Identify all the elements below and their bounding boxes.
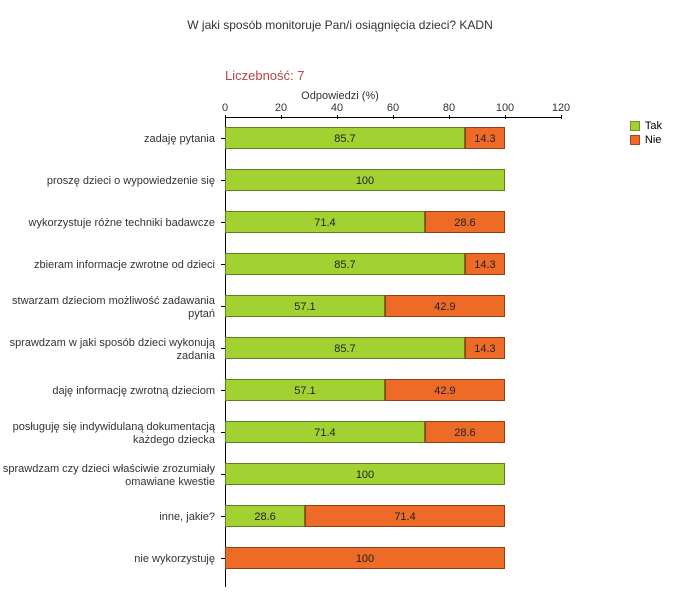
chart-subtitle: Liczebność: 7 xyxy=(225,68,305,83)
bar-value-label: 42.9 xyxy=(386,380,504,402)
bar-value-label: 28.6 xyxy=(426,212,504,234)
x-tick-label: 120 xyxy=(552,102,570,114)
x-axis: 0 20 40 60 80 100 120 xyxy=(225,102,589,115)
y-axis-label: sprawdzam czy dzieci właściwie zrozumiał… xyxy=(0,463,220,489)
bar-value-label: 14.3 xyxy=(466,254,504,276)
bar-value-label: 85.7 xyxy=(226,338,464,360)
bar-value-label: 57.1 xyxy=(226,296,384,318)
bar-segment-no: 14.3 xyxy=(465,253,505,275)
legend-label: Tak xyxy=(645,120,662,132)
legend-swatch xyxy=(630,135,640,145)
x-tick-label: 80 xyxy=(443,102,455,114)
y-axis-label: inne, jakie? xyxy=(0,505,220,531)
bar-value-label: 14.3 xyxy=(466,128,504,150)
bar-segment-no: 71.4 xyxy=(305,505,505,527)
chart-title: W jaki sposób monitoruje Pan/i osiągnięc… xyxy=(0,18,680,32)
bar-segment-no: 28.6 xyxy=(425,421,505,443)
bar-value-label: 100 xyxy=(226,464,504,486)
legend: Tak Nie xyxy=(630,120,662,148)
bar-segment-no: 28.6 xyxy=(425,211,505,233)
bar-value-label: 85.7 xyxy=(226,128,464,150)
bar-segment-no: 100 xyxy=(225,547,505,569)
bar-segment-yes: 57.1 xyxy=(225,295,385,317)
bar-segment-yes: 85.7 xyxy=(225,127,465,149)
bar-value-label: 100 xyxy=(226,170,504,192)
bar-segment-yes: 71.4 xyxy=(225,211,425,233)
bar-segment-yes: 100 xyxy=(225,463,505,485)
y-axis-label: nie wykorzystuję xyxy=(0,547,220,573)
bar-segment-yes: 57.1 xyxy=(225,379,385,401)
y-axis-label: wykorzystuje różne techniki badawcze xyxy=(0,211,220,237)
y-axis-label: daję informację zwrotną dzieciom xyxy=(0,379,220,405)
y-axis-label: posługuję się indywidulaną dokumentacją … xyxy=(0,421,220,447)
x-tick-label: 40 xyxy=(331,102,343,114)
legend-item: Tak xyxy=(630,120,662,132)
y-axis-label: proszę dzieci o wypowiedzenie się xyxy=(0,169,220,195)
x-tick-label: 100 xyxy=(496,102,514,114)
bar-value-label: 85.7 xyxy=(226,254,464,276)
bar-segment-no: 14.3 xyxy=(465,127,505,149)
x-tickmark xyxy=(561,115,562,119)
bar-segment-no: 42.9 xyxy=(385,295,505,317)
x-tick-label: 0 xyxy=(222,102,228,114)
chart-container: W jaki sposób monitoruje Pan/i osiągnięc… xyxy=(0,0,680,600)
bar-segment-yes: 85.7 xyxy=(225,253,465,275)
y-axis-label: stwarzam dzieciom możliwość zadawania py… xyxy=(0,295,220,321)
bar-segment-yes: 28.6 xyxy=(225,505,305,527)
bar-value-label: 28.6 xyxy=(226,506,304,528)
bar-value-label: 71.4 xyxy=(306,506,504,528)
bar-value-label: 57.1 xyxy=(226,380,384,402)
bar-value-label: 42.9 xyxy=(386,296,504,318)
bar-value-label: 71.4 xyxy=(226,212,424,234)
y-axis-label: zbieram informacje zwrotne od dzieci xyxy=(0,253,220,279)
legend-label: Nie xyxy=(645,134,662,146)
x-axis-title: Odpowiedzi (%) xyxy=(0,90,680,102)
y-axis-label: zadaję pytania xyxy=(0,127,220,153)
bar-value-label: 28.6 xyxy=(426,422,504,444)
bar-value-label: 71.4 xyxy=(226,422,424,444)
legend-swatch xyxy=(630,121,640,131)
bar-value-label: 14.3 xyxy=(466,338,504,360)
bar-segment-no: 42.9 xyxy=(385,379,505,401)
x-tick-label: 60 xyxy=(387,102,399,114)
bar-value-label: 100 xyxy=(226,548,504,570)
x-tick-label: 20 xyxy=(275,102,287,114)
bar-segment-yes: 85.7 xyxy=(225,337,465,359)
y-axis-label: sprawdzam w jaki sposób dzieci wykonują … xyxy=(0,337,220,363)
bar-segment-yes: 100 xyxy=(225,169,505,191)
bar-segment-no: 14.3 xyxy=(465,337,505,359)
bar-segment-yes: 71.4 xyxy=(225,421,425,443)
legend-item: Nie xyxy=(630,134,662,146)
plot-area: 85.714.310071.428.685.714.357.142.985.71… xyxy=(225,115,561,585)
